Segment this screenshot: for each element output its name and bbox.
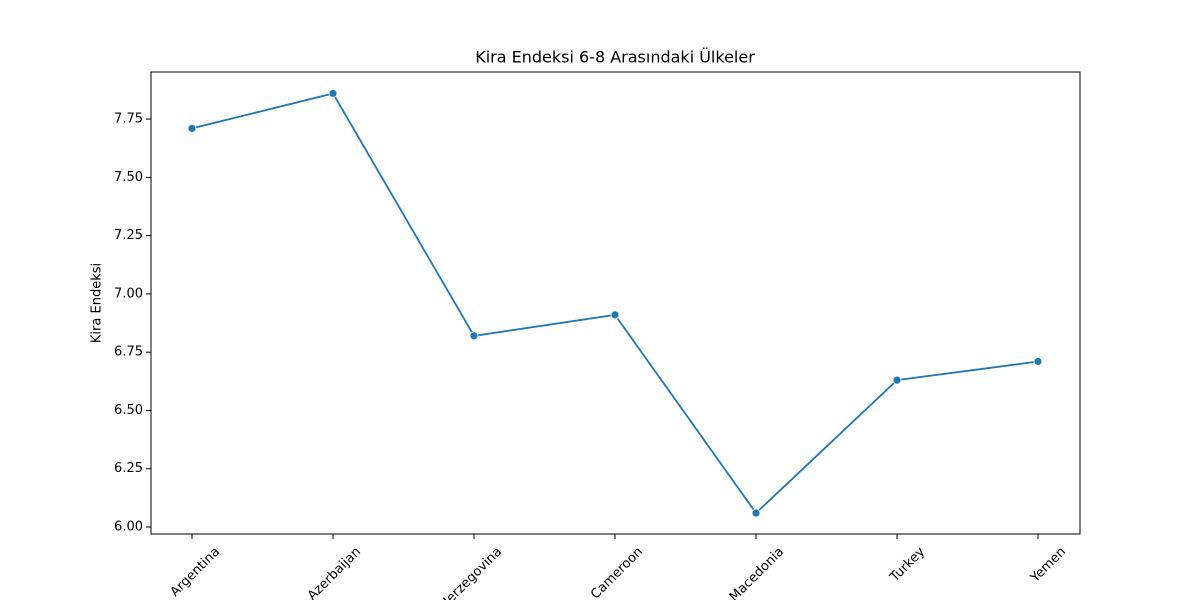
point [610,310,620,320]
point [187,124,197,133]
point [892,375,902,385]
point [469,331,479,341]
point [1033,357,1043,366]
chart-title: Kira Endeksi 6-8 Arasındaki Ülkeler [475,48,755,67]
y-tick-label: 7.00 [114,286,143,301]
y-tick-label: 6.25 [114,461,143,476]
y-tick-label: 7.75 [114,112,143,127]
y-axis-label: Kira Endeksi [90,263,105,343]
y-tick-label: 6.50 [114,403,143,418]
point [751,508,761,518]
point [328,89,338,98]
y-tick-label: 6.00 [114,520,143,535]
y-tick-label: 7.25 [114,228,143,243]
y-tick-label: 7.50 [114,170,143,185]
y-tick-label: 6.75 [114,345,143,360]
